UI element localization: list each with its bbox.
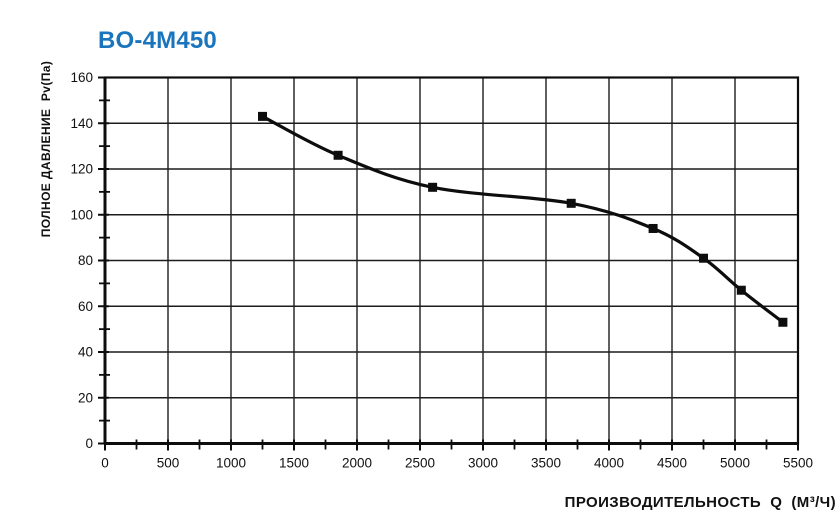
y-tick-label: 160 [70, 70, 93, 85]
y-tick-label: 140 [70, 116, 93, 131]
data-point-marker [736, 285, 746, 295]
x-tick-label: 5000 [720, 456, 750, 471]
y-tick-label: 100 [70, 207, 93, 222]
x-tick-label: 3500 [531, 456, 561, 471]
data-point-marker [333, 150, 343, 160]
x-tick-label: 5500 [783, 456, 813, 471]
x-tick-label: 3000 [468, 456, 498, 471]
data-point-marker [699, 253, 708, 263]
x-axis-title: ПРОИЗВОДИТЕЛЬНОСТЬ Q (М³/Ч) [564, 494, 836, 511]
x-tick-label: 1500 [279, 456, 309, 471]
performance-curve [260, 114, 785, 324]
chart-title: BO-4M450 [98, 27, 217, 54]
x-tick-label: 2500 [405, 456, 435, 471]
y-tick-label: 80 [78, 253, 93, 268]
x-tick-label: 0 [101, 456, 109, 471]
x-tick-label: 4500 [657, 456, 687, 471]
x-tick-label: 500 [157, 456, 180, 471]
x-tick-label: 4000 [594, 456, 624, 471]
x-tick-label: 1000 [216, 456, 246, 471]
y-tick-label: 0 [85, 436, 93, 451]
data-point-marker [778, 317, 788, 327]
x-tick-label: 2000 [342, 456, 372, 471]
y-tick-label: 40 [78, 345, 93, 360]
y-tick-label: 60 [78, 299, 93, 314]
y-tick-label: 120 [70, 162, 93, 177]
data-point-marker [258, 111, 267, 121]
data-point-marker [566, 198, 576, 208]
data-point-marker [648, 223, 658, 233]
data-point-marker [428, 182, 438, 192]
y-tick-label: 20 [78, 390, 93, 405]
